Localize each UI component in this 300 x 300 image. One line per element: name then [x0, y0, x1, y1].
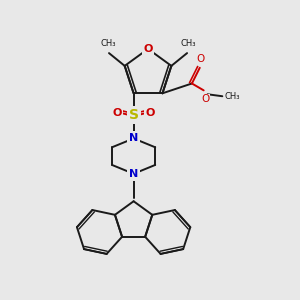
Text: CH₃: CH₃ — [224, 92, 240, 101]
Text: O: O — [112, 108, 122, 118]
Text: N: N — [129, 169, 138, 179]
Text: CH₃: CH₃ — [100, 39, 116, 48]
Text: S: S — [129, 108, 139, 122]
Text: O: O — [196, 54, 205, 64]
Text: O: O — [143, 44, 153, 54]
Text: CH₃: CH₃ — [180, 39, 196, 48]
Text: O: O — [146, 108, 155, 118]
Text: O: O — [202, 94, 210, 104]
Text: N: N — [129, 134, 138, 143]
